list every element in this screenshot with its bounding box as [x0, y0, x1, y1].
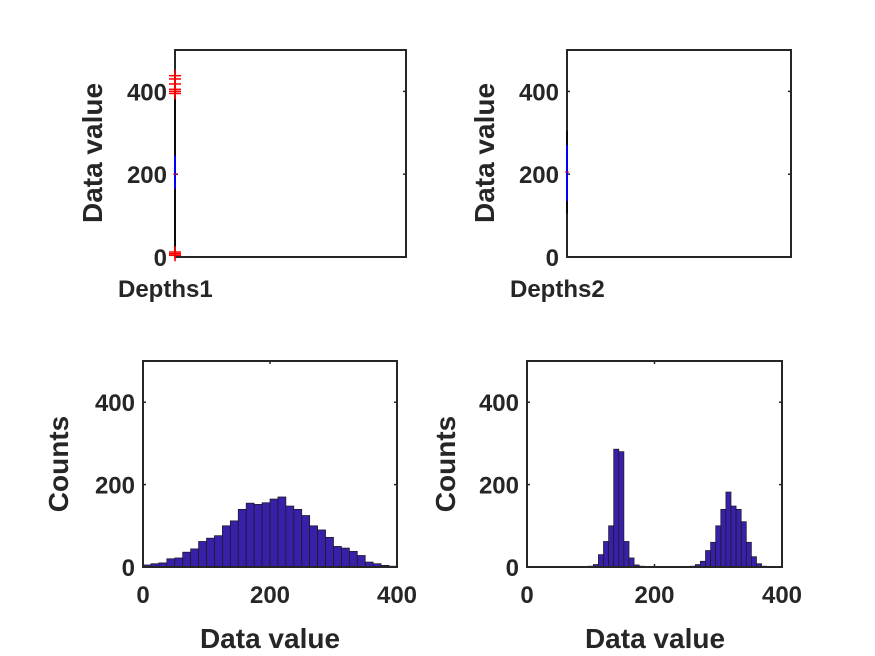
histogram-bar: [349, 550, 358, 568]
boxplot-depths2: 0 200 400 Depths2 Data value: [469, 49, 792, 303]
histogram-bar: [740, 521, 747, 568]
histogram-bars: [587, 448, 768, 568]
plot-area: [174, 49, 407, 258]
histogram-bar: [237, 508, 247, 568]
histogram-bar: [725, 491, 732, 568]
histogram-bar: [613, 448, 620, 568]
histogram-bar: [293, 508, 303, 568]
x-tick-label: 400: [762, 582, 802, 609]
y-tick-label: 400: [519, 79, 559, 106]
histogram-bar: [309, 525, 318, 568]
category-label: Depths1: [118, 276, 213, 303]
y-tick-label: 200: [127, 162, 167, 189]
histogram-bar: [198, 541, 207, 568]
histogram-bar: [229, 520, 239, 568]
outlier-marker: [169, 69, 181, 82]
y-ticks: 0 200 400: [127, 79, 406, 272]
y-axis-label: Counts: [430, 416, 461, 512]
histogram-bar: [710, 541, 717, 568]
histogram-bar: [245, 502, 255, 568]
y-axis-label: Counts: [43, 416, 74, 512]
histogram-bar: [214, 535, 223, 568]
plot-area: [566, 49, 792, 258]
x-tick-label: 200: [634, 582, 674, 609]
y-tick-label: 0: [546, 245, 559, 272]
histogram-bar: [715, 525, 722, 568]
histogram-bar: [598, 554, 604, 568]
y-tick-label: 400: [479, 390, 519, 417]
y-ticks: 0 200 400: [479, 390, 782, 582]
histogram-bar: [735, 508, 742, 568]
histogram-bar: [301, 515, 311, 568]
histogram-bar: [285, 505, 295, 568]
histogram-bar: [628, 557, 635, 568]
y-tick-label: 200: [519, 162, 559, 189]
histogram-right: 0 200 400 0 200 400 Data value Counts: [430, 360, 802, 654]
histogram-bar: [174, 557, 184, 568]
histogram-bar: [623, 541, 630, 568]
histogram-bar: [261, 502, 271, 568]
y-tick-label: 200: [95, 473, 135, 500]
histogram-bar: [751, 556, 757, 568]
histogram-bar: [190, 548, 199, 568]
histogram-bar: [745, 541, 752, 568]
histogram-bar: [730, 505, 737, 568]
histogram-bar: [618, 451, 625, 568]
histogram-bar: [356, 555, 366, 568]
histogram-bar: [341, 547, 350, 568]
histogram-bar: [253, 504, 263, 568]
histogram-bar: [608, 525, 615, 568]
y-ticks: 0 200 400: [519, 79, 791, 272]
y-tick-label: 0: [154, 245, 167, 272]
outlier-marker: [169, 246, 181, 259]
x-tick-label: 0: [136, 582, 149, 609]
x-tick-label: 200: [250, 582, 290, 609]
x-tick-label: 0: [520, 582, 533, 609]
y-axis-label: Data value: [77, 83, 108, 223]
histogram-bar: [166, 558, 176, 568]
y-axis-label: Data value: [469, 83, 500, 223]
box-marks: [565, 130, 569, 214]
y-ticks: 0 200 400: [95, 390, 397, 582]
histogram-bar: [325, 536, 334, 568]
y-tick-label: 200: [479, 473, 519, 500]
histogram-bar: [182, 551, 191, 568]
x-axis-label: Data value: [585, 623, 725, 654]
histogram-bar: [333, 546, 342, 568]
histogram-bars: [142, 496, 398, 568]
boxplot-depths1: 0 200 400 Depths1 Data value: [77, 49, 407, 303]
y-tick-label: 0: [122, 555, 135, 582]
category-label: Depths2: [510, 276, 605, 303]
histogram-left: 0 200 400 0 200 400 Data value Counts: [43, 360, 417, 654]
histogram-bar: [705, 550, 711, 568]
box-marks: [169, 69, 181, 262]
y-tick-label: 0: [506, 555, 519, 582]
x-ticks: 0 200 400: [136, 361, 417, 609]
x-tick-label: 400: [377, 582, 417, 609]
x-ticks: 0 200 400: [520, 361, 802, 609]
histogram-bar: [603, 541, 609, 568]
histogram-bar: [269, 498, 279, 568]
histogram-bar: [206, 537, 215, 568]
histogram-bar: [222, 525, 231, 568]
histogram-bar: [277, 496, 287, 568]
y-tick-label: 400: [127, 79, 167, 106]
y-tick-label: 400: [95, 390, 135, 417]
histogram-bar: [317, 529, 326, 568]
x-axis-label: Data value: [200, 623, 340, 654]
histogram-bar: [720, 508, 727, 568]
